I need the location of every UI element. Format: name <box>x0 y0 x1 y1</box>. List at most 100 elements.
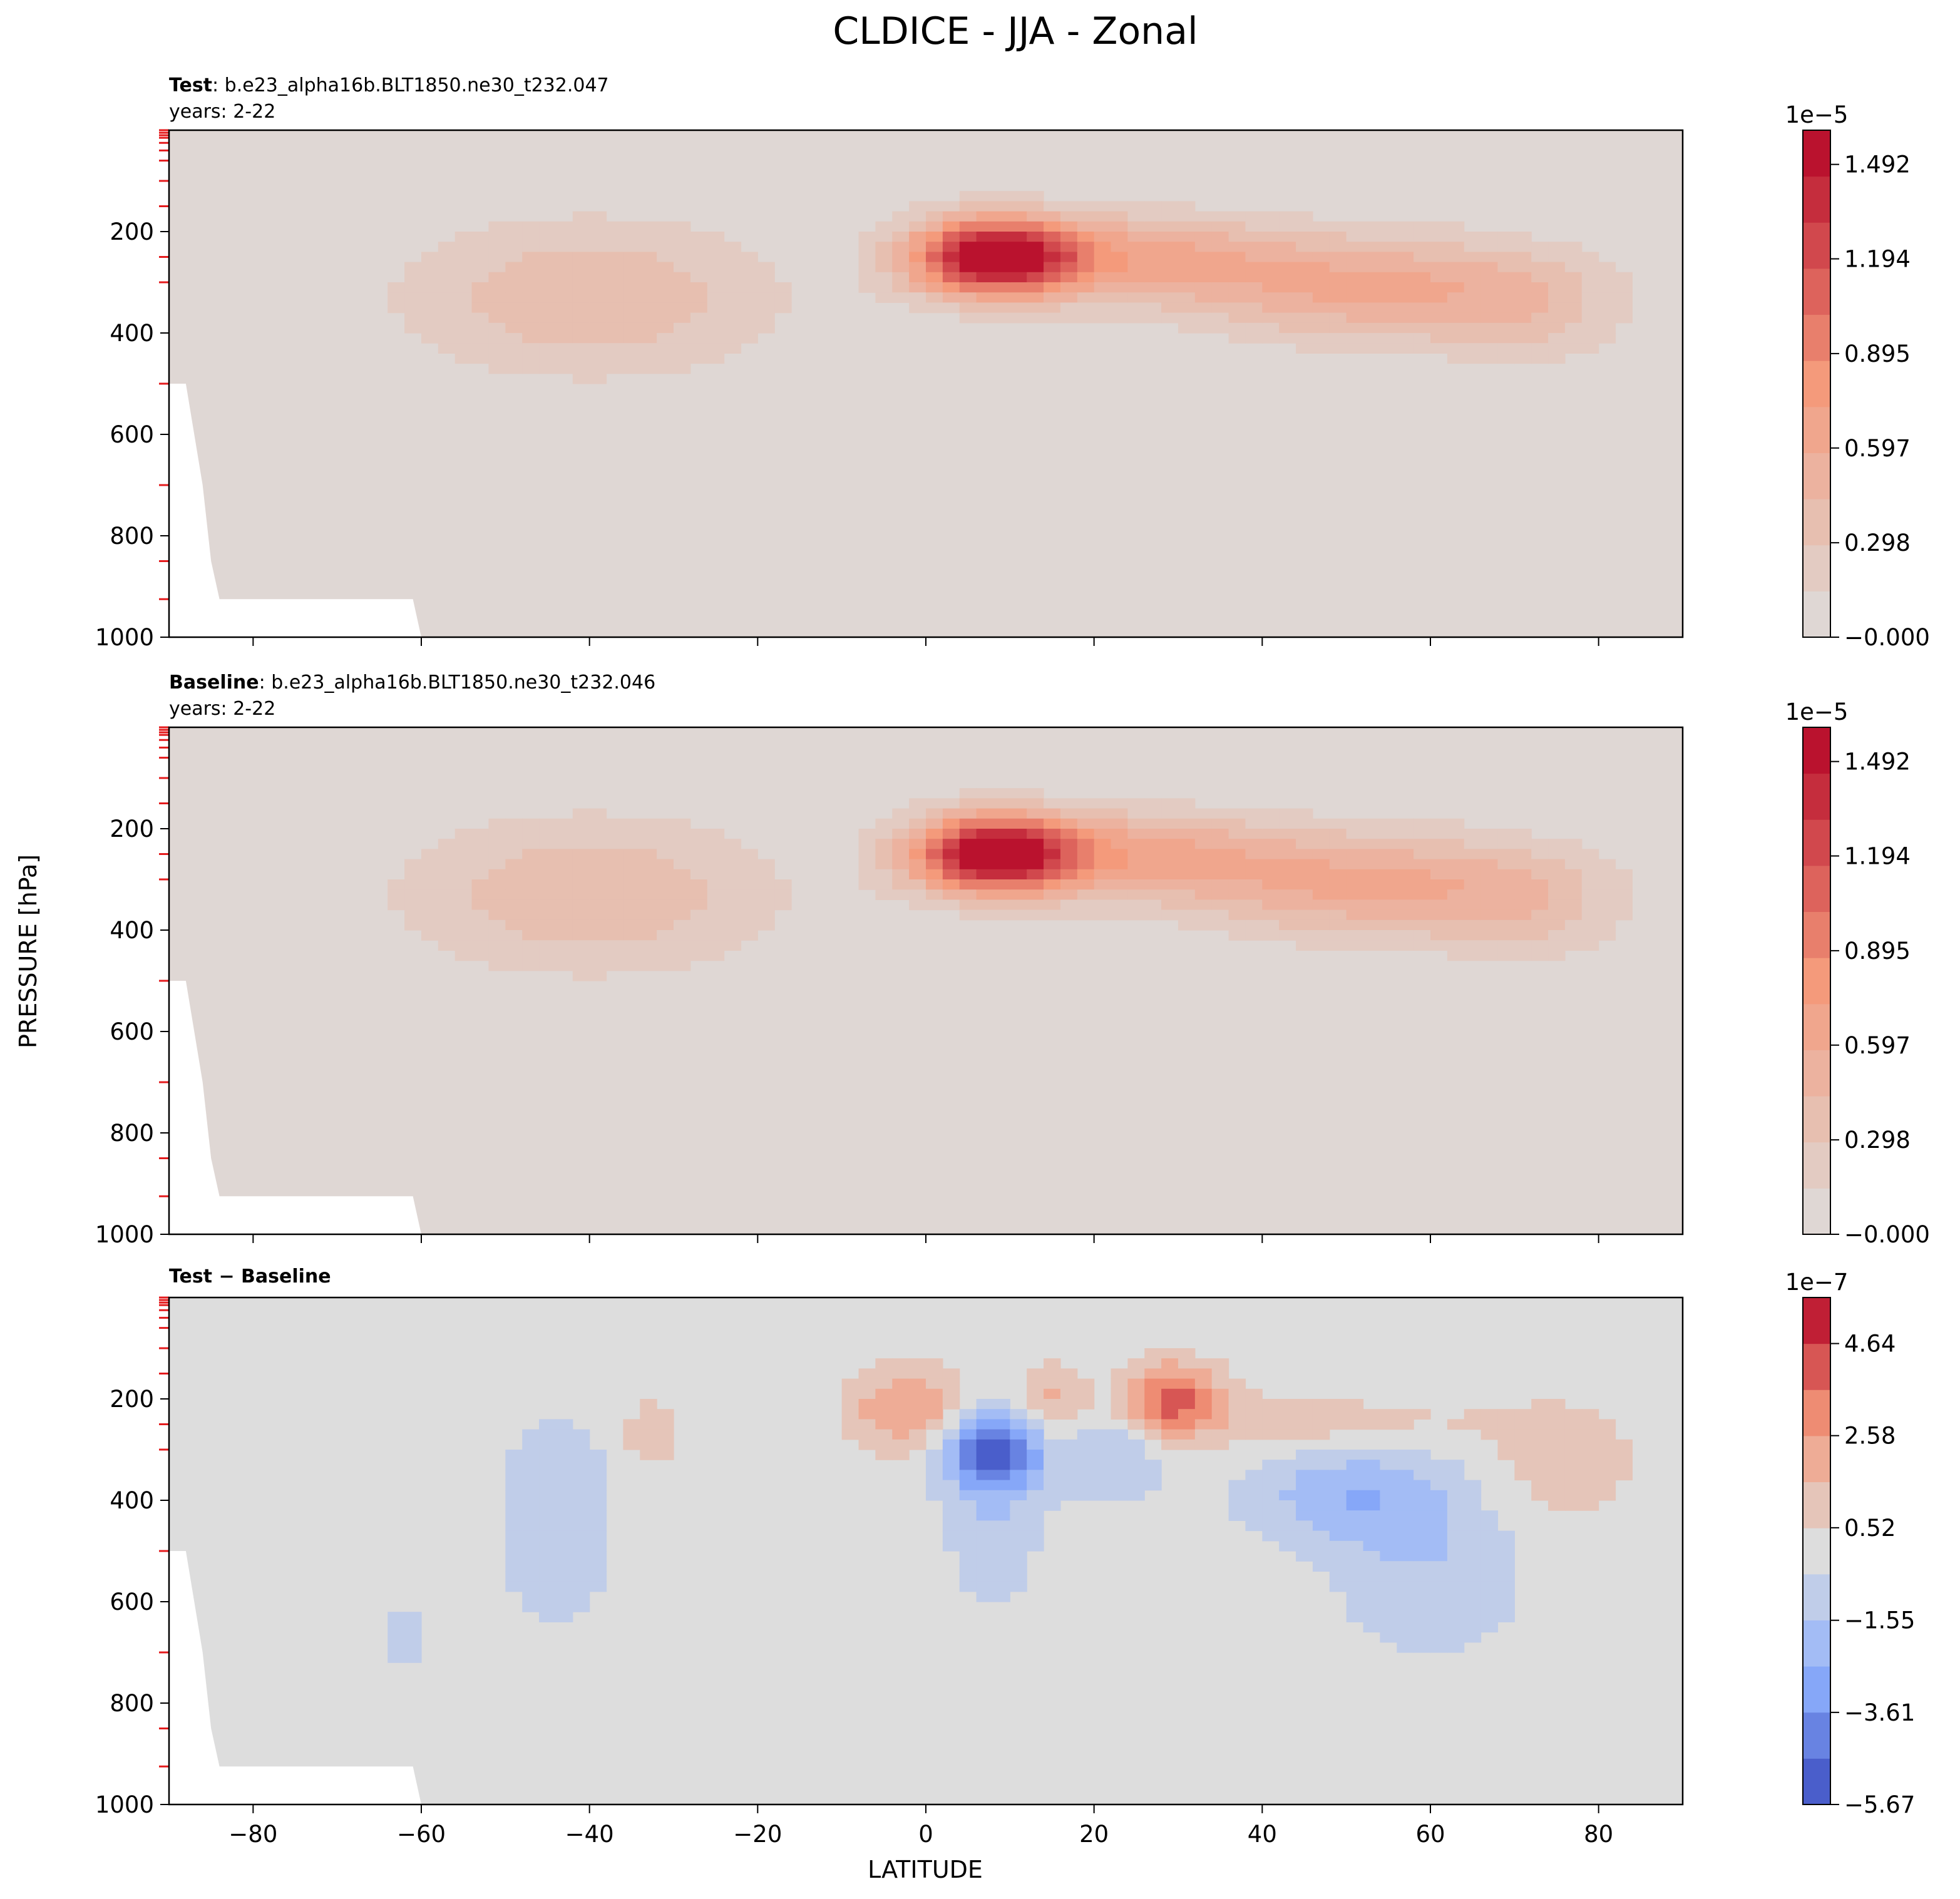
contour-cell <box>1194 1409 1213 1420</box>
contour-cell <box>1480 272 1499 283</box>
contour-cell <box>1111 1470 1128 1481</box>
contour-cell <box>1464 1561 1482 1572</box>
contour-cell <box>1077 1388 1095 1400</box>
contour-cell <box>993 221 1010 232</box>
contour-cell <box>1296 859 1313 870</box>
contour-cell <box>774 879 792 890</box>
contour-cell <box>1279 889 1296 900</box>
contour-cell <box>1194 1368 1213 1379</box>
contour-cell <box>1581 1470 1599 1481</box>
contour-cell <box>572 1530 590 1542</box>
contour-cell <box>1447 302 1465 314</box>
contour-cell <box>1497 909 1515 921</box>
contour-cell <box>404 1642 422 1653</box>
contour-cell <box>539 1500 557 1511</box>
contour-cell <box>1447 262 1465 273</box>
contour-cell <box>1464 859 1482 870</box>
contour-cell <box>1127 262 1145 273</box>
contour-cell <box>1194 1358 1213 1369</box>
contour-cell <box>1480 302 1499 314</box>
contour-cell <box>555 1490 573 1501</box>
contour-cell <box>1414 272 1431 283</box>
contour-cell <box>1044 839 1061 849</box>
contour-cell <box>1044 272 1061 283</box>
contour-cell <box>1581 879 1599 890</box>
contour-cell <box>555 849 573 860</box>
contour-cell <box>555 232 573 242</box>
contour-cell <box>606 869 623 880</box>
contour-cell <box>1497 353 1515 364</box>
contour-cell <box>606 889 623 900</box>
contour-cell <box>606 353 623 364</box>
contour-cell <box>1329 1399 1347 1410</box>
contour-cell <box>589 1581 607 1592</box>
contour-cell <box>1480 1409 1499 1420</box>
contour-cell <box>1414 1460 1431 1470</box>
contour-cell <box>1480 1571 1499 1582</box>
contour-cell <box>1010 1540 1027 1552</box>
contour-cell <box>1581 1439 1599 1450</box>
contour-cell <box>488 839 506 849</box>
contour-cell <box>1010 909 1027 921</box>
contour-cell <box>623 302 640 314</box>
colorbar-tick-label: 1.194 <box>1844 843 1911 870</box>
contour-cell <box>1329 829 1347 839</box>
contour-cell <box>1262 1460 1280 1470</box>
contour-cell <box>1414 930 1431 941</box>
contour-cell <box>1010 1581 1027 1592</box>
contour-cell <box>1581 343 1599 354</box>
contour-field <box>387 191 1633 384</box>
contour-cell <box>942 798 960 809</box>
contour-cell <box>1397 1409 1414 1420</box>
contour-cell <box>1548 282 1566 293</box>
contour-cell <box>539 849 557 860</box>
contour-cell <box>1312 1530 1330 1542</box>
contour-cell <box>623 960 640 971</box>
contour-cell <box>471 839 490 849</box>
contour-cell <box>1027 1388 1044 1400</box>
contour-cell <box>707 889 725 900</box>
contour-cell <box>488 869 506 880</box>
contour-cell <box>1312 1470 1330 1481</box>
contour-cell <box>1329 1551 1347 1562</box>
contour-cell <box>404 889 422 900</box>
contour-cell <box>1346 1602 1364 1612</box>
contour-cell <box>1312 333 1330 344</box>
contour-cell <box>724 879 742 890</box>
contour-field <box>387 1348 1633 1663</box>
contour-cell <box>909 292 926 303</box>
colorbar-level <box>1803 1142 1830 1189</box>
contour-cell <box>471 322 490 334</box>
contour-cell <box>1497 242 1515 252</box>
contour-cell <box>1346 1530 1364 1542</box>
contour-cell <box>1397 1581 1414 1592</box>
contour-cell <box>1044 1378 1061 1390</box>
contour-cell <box>1060 201 1078 212</box>
contour-cell <box>1144 909 1162 921</box>
contour-cell <box>1430 1632 1448 1643</box>
contour-cell <box>539 960 557 971</box>
contour-cell <box>926 879 943 890</box>
contour-cell <box>1346 221 1364 232</box>
contour-cell <box>1380 302 1397 314</box>
contour-cell <box>1531 1470 1549 1481</box>
contour-cell <box>1548 889 1566 900</box>
contour-cell <box>1430 940 1448 951</box>
contour-cell <box>1329 292 1347 303</box>
contour-cell <box>1531 839 1549 849</box>
contour-cell <box>1329 282 1347 293</box>
contour-cell <box>1497 1591 1515 1602</box>
contour-cell <box>1615 909 1633 921</box>
contour-cell <box>572 940 590 951</box>
contour-cell <box>976 292 994 303</box>
contour-cell <box>1228 232 1246 242</box>
contour-cell <box>993 1450 1010 1460</box>
contour-cell <box>1262 818 1280 829</box>
contour-cell <box>1598 859 1616 870</box>
contour-cell <box>657 221 674 232</box>
contour-cell <box>1194 292 1213 303</box>
contour-cell <box>1497 292 1515 303</box>
contour-cell <box>657 1419 674 1430</box>
contour-cell <box>1127 889 1145 900</box>
contour-cell <box>1077 211 1095 222</box>
